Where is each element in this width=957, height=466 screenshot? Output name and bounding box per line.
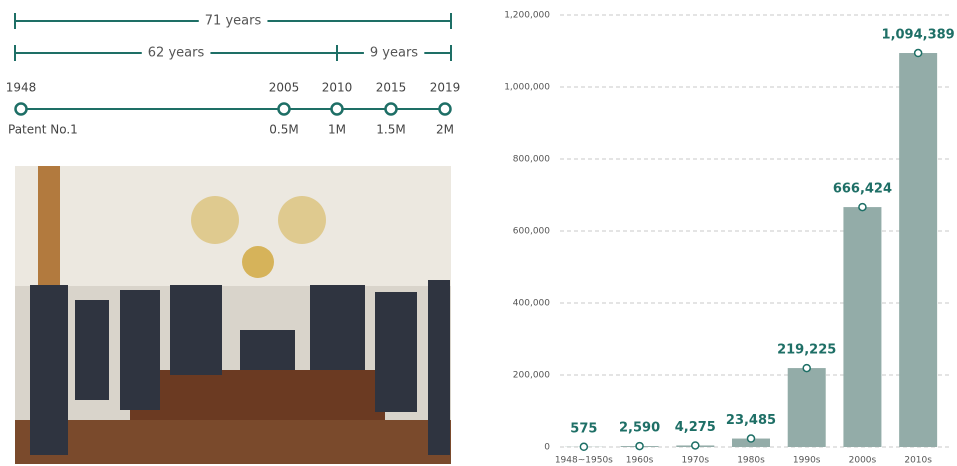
value-label: 219,225	[777, 343, 836, 358]
value-label: 4,275	[675, 420, 716, 435]
timeline-label: 1M	[328, 123, 346, 137]
timeline-label: 1.5M	[376, 123, 405, 137]
y-tick-label: 1,200,000	[504, 11, 550, 21]
timeline-year: 2005	[269, 81, 300, 95]
bar	[843, 207, 882, 447]
bar	[899, 53, 938, 447]
bar-marker	[913, 48, 923, 58]
y-tick-label: 800,000	[513, 155, 550, 165]
timeline-year: 1948	[6, 81, 37, 95]
x-tick-label: 1990s	[793, 456, 821, 466]
photo	[15, 166, 451, 464]
span-label-bg	[198, 13, 268, 29]
timeline-label: Patent No.1	[8, 123, 78, 137]
x-tick-label: 1960s	[626, 456, 654, 466]
timeline-dot	[438, 102, 452, 116]
x-tick-label: 2010s	[904, 456, 932, 466]
timeline-year: 2015	[376, 81, 407, 95]
timeline-year: 2019	[430, 81, 461, 95]
value-label: 666,424	[833, 182, 892, 197]
x-tick-label: 1980s	[737, 456, 765, 466]
timeline-dot	[330, 102, 344, 116]
x-tick-label: 1948~1950s	[555, 456, 613, 466]
span-label: 71 years	[205, 14, 262, 29]
timeline-label: 0.5M	[269, 123, 298, 137]
timeline-dot	[14, 102, 28, 116]
bar	[787, 368, 826, 447]
bar-marker	[746, 434, 756, 443]
y-tick-label: 200,000	[513, 371, 550, 381]
bar-marker	[802, 363, 811, 373]
span-label-bg	[363, 45, 425, 61]
bar-marker	[635, 441, 644, 451]
y-tick-label: 600,000	[513, 227, 550, 237]
value-label: 23,485	[726, 413, 776, 428]
value-label: 2,590	[619, 421, 660, 436]
y-tick-label: 0	[544, 443, 550, 453]
bar-marker	[858, 202, 867, 212]
x-tick-label: 2000s	[849, 456, 877, 466]
x-tick-label: 1970s	[681, 456, 709, 466]
timeline-dot	[277, 102, 291, 116]
timeline-year: 2010	[322, 81, 353, 95]
span-label-bg	[141, 45, 211, 61]
value-label: 1,094,389	[882, 28, 955, 43]
span-label: 9 years	[370, 46, 418, 61]
timeline-dot	[384, 102, 398, 116]
timeline-label: 2M	[436, 123, 454, 137]
bar-marker	[579, 442, 589, 452]
span-label: 62 years	[148, 46, 205, 61]
value-label: 575	[570, 421, 597, 436]
bar-marker	[691, 441, 700, 450]
y-tick-label: 1,000,000	[504, 83, 550, 93]
y-tick-label: 400,000	[513, 299, 550, 309]
